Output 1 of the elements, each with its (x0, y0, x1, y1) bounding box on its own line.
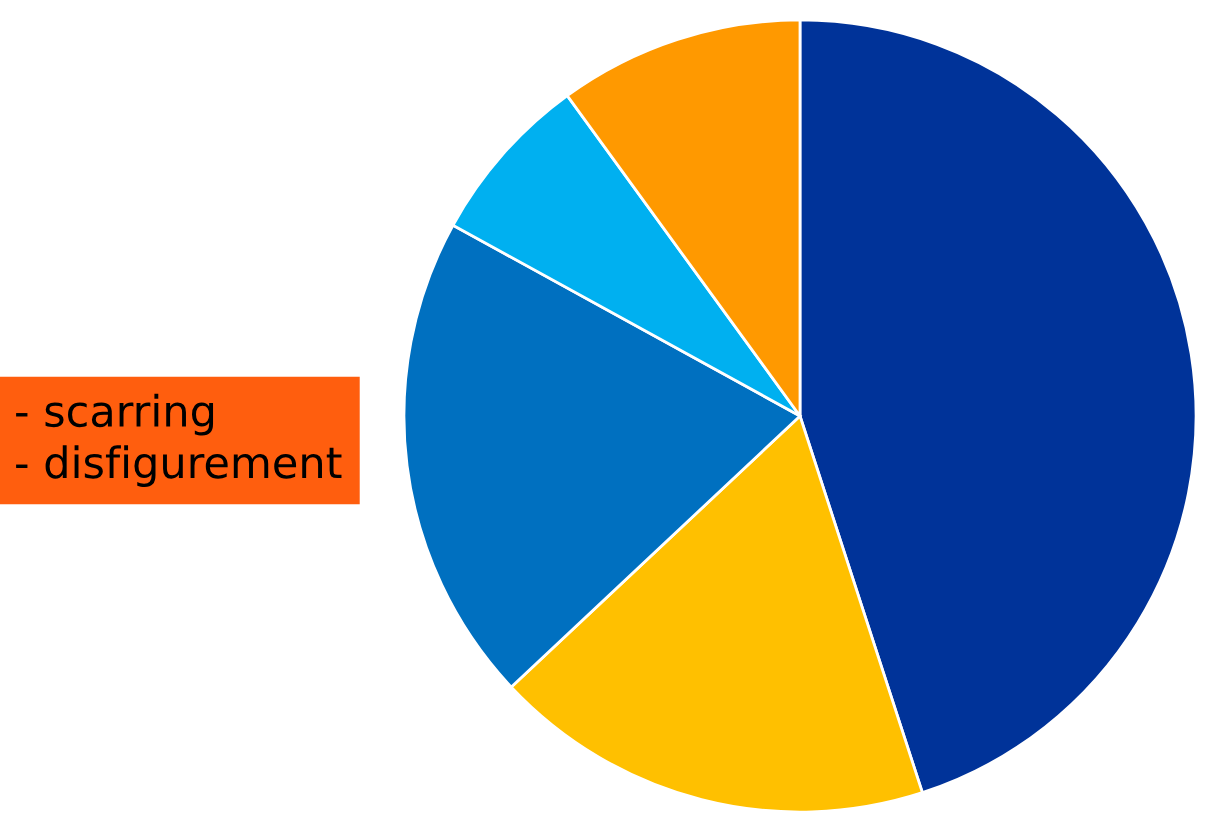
text: - scarring - disfigurement (16, 393, 342, 488)
